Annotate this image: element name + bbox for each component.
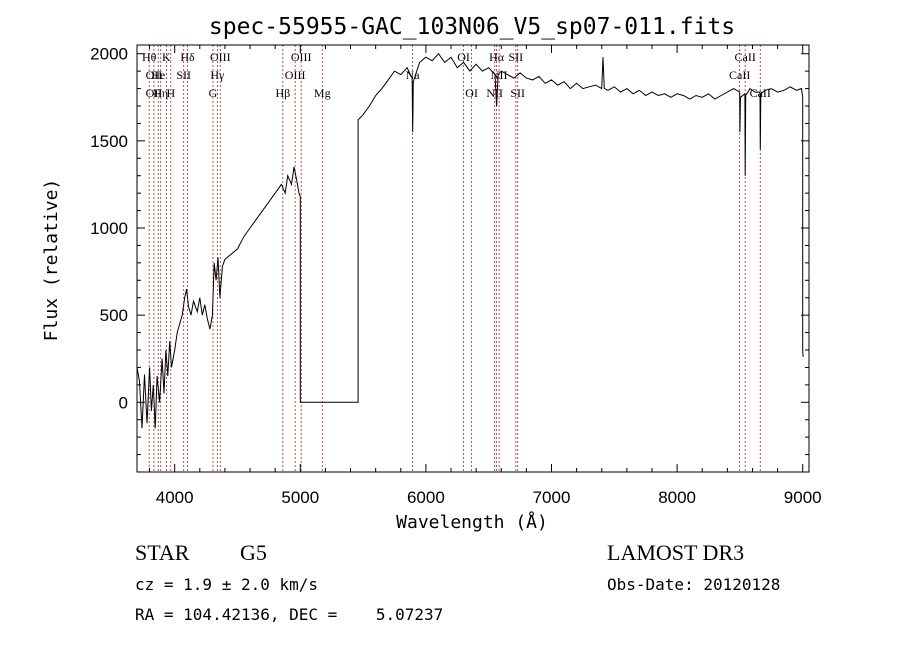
y-axis-label: Flux (relative) [41, 179, 62, 342]
line-label: OIII [291, 50, 312, 64]
flux-series [136, 52, 804, 429]
coordinates-text: RA = 104.42136, DEC = 5.07237 [135, 605, 443, 624]
x-tick-label: 9000 [784, 488, 822, 507]
line-label: OI [457, 50, 470, 64]
line-label: OII [146, 86, 163, 100]
y-tick-label: 0 [119, 393, 128, 412]
line-label: Na [406, 68, 421, 82]
x-tick-label: 6000 [407, 488, 445, 507]
x-tick-label: 8000 [658, 488, 696, 507]
series-line-flux [136, 52, 804, 429]
plot-frame [136, 44, 810, 473]
line-label: SII [508, 50, 523, 64]
line-label: SII [176, 68, 191, 82]
line-label: Hη [153, 86, 168, 100]
line-label: OII [146, 68, 163, 82]
line-label: SII [510, 86, 525, 100]
line-label: Hγ [210, 68, 225, 82]
chart-title: spec-55955-GAC_103N06_V5_sp07-011.fits [209, 14, 735, 40]
x-axis-label: Wavelength (Å) [396, 511, 548, 533]
x-tick-label: 7000 [533, 488, 571, 507]
object-class: STAR [135, 540, 190, 565]
line-label: He [151, 68, 165, 82]
axis-ticks: 4000 5000 6000 7000 8000 9000 0 500 1000 1500 2000 [90, 45, 821, 507]
line-label: NII [486, 86, 503, 100]
redshift-text: cz = 1.9 ± 2.0 km/s [135, 575, 318, 594]
line-label: OIII [210, 50, 231, 64]
obs-date: Obs-Date: 20120128 [607, 575, 780, 594]
emission-line-markers [148, 45, 761, 472]
y-tick-label: 1000 [90, 219, 128, 238]
line-label: Mg [314, 86, 331, 100]
line-label: OIII [285, 68, 306, 82]
line-label: Hθ [142, 50, 157, 64]
line-label: Hα [489, 50, 505, 64]
x-tick-label: 4000 [156, 488, 194, 507]
line-label: G [209, 86, 218, 100]
line-label: OI [465, 86, 478, 100]
line-label: CaII [735, 50, 756, 64]
object-subclass: G5 [240, 540, 267, 565]
x-tick-label: 5000 [281, 488, 319, 507]
y-tick-label: 500 [100, 306, 128, 325]
line-label: CaII [729, 68, 750, 82]
line-label: Hδ [180, 50, 195, 64]
line-label: CaII [750, 86, 771, 100]
line-label: NII [491, 68, 508, 82]
line-labels: HθOIIOIIHeHηKHSIIHδGHγOIIIHβOIIIOIIIMgNa… [142, 50, 771, 100]
line-label: H [166, 86, 175, 100]
y-tick-label: 1500 [90, 132, 128, 151]
y-tick-label: 2000 [90, 45, 128, 64]
line-label: Hβ [275, 86, 290, 100]
survey-name: LAMOST DR3 [607, 540, 744, 565]
line-label: K [162, 50, 171, 64]
